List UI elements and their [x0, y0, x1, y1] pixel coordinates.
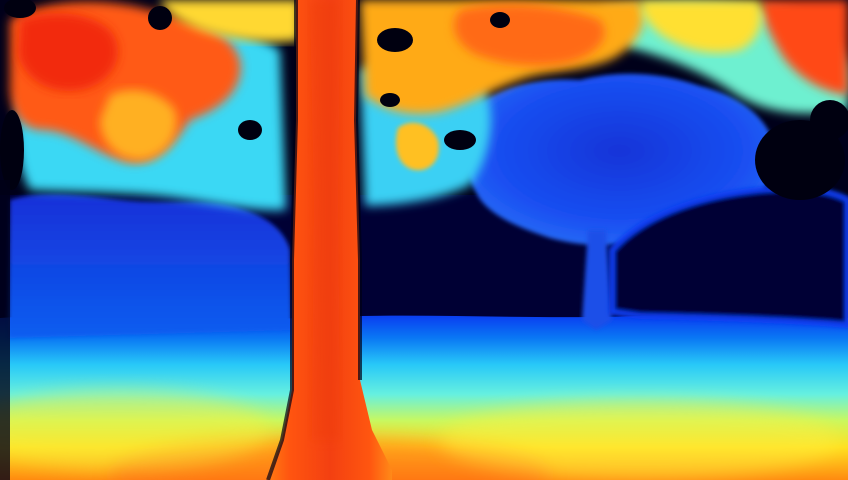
tree-trunk-highlight [310, 0, 340, 440]
left-edge-shadow [0, 180, 10, 480]
near-ground-yellow-right [440, 400, 840, 480]
left-shrub [8, 194, 292, 338]
